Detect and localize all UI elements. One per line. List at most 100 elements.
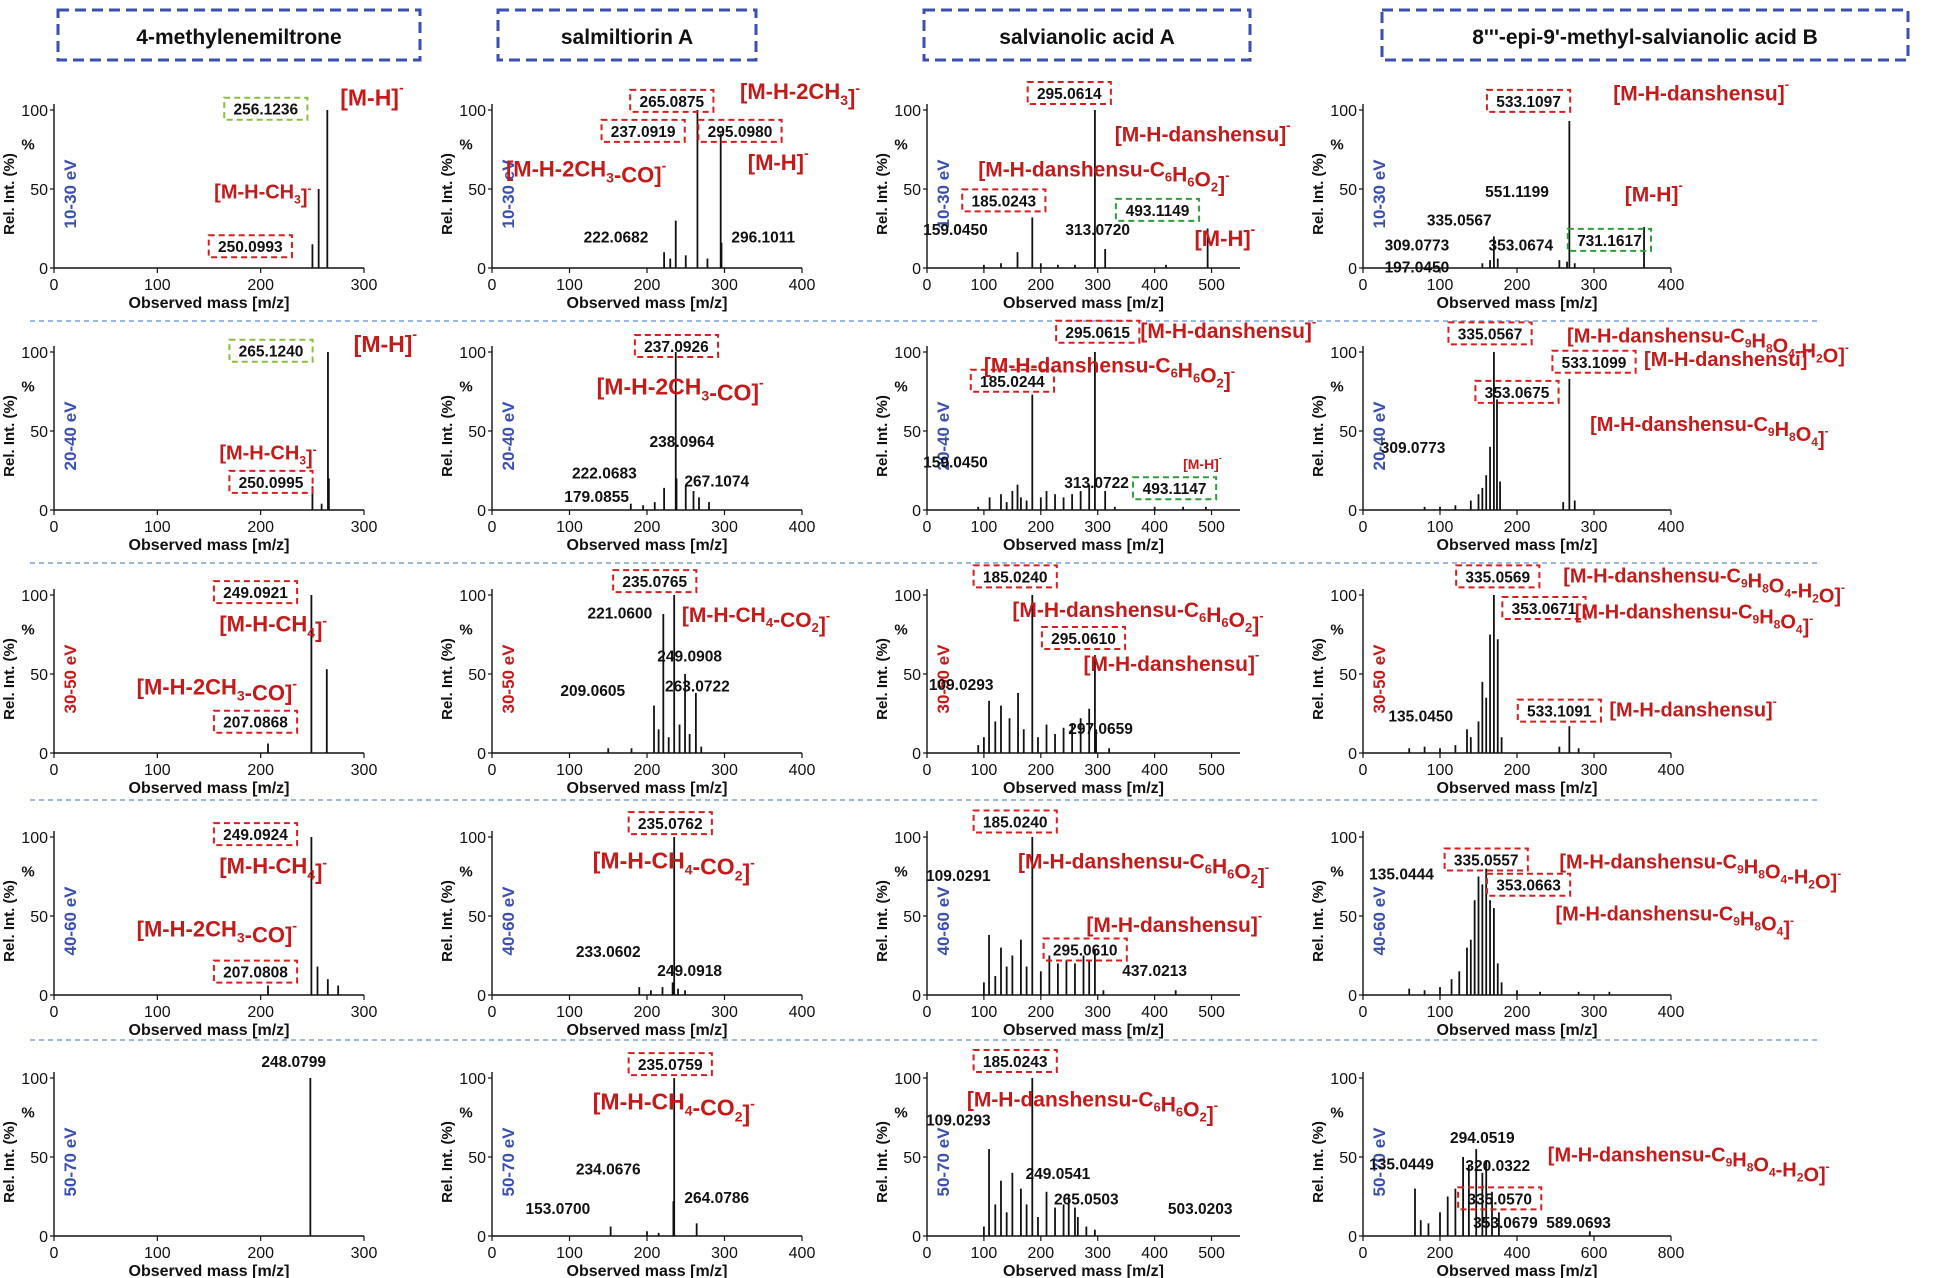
peak-mass-label: 233.0602 [576, 944, 641, 961]
x-tick-label: 300 [711, 1245, 738, 1262]
fragment-ion-part: - [1845, 341, 1849, 355]
fragment-ion-part: [M-H-2CH [137, 675, 237, 700]
fragment-ion-part: - [308, 181, 312, 195]
y-tick-label: 50 [903, 1150, 921, 1167]
spectrum-panel: 0 50 100 0 100 200 300 400 Observed mass [m/z] Re… [439, 334, 815, 554]
fragment-ion-part: - [1826, 1160, 1830, 1174]
fragment-ion-part: 4 [685, 1103, 693, 1119]
y-axis-percent: % [894, 622, 907, 639]
fragment-ion-part: 2 [1812, 591, 1819, 605]
peak-mass-box [207, 234, 293, 259]
fragment-ion-part: 3 [701, 388, 709, 404]
x-tick-label: 400 [1141, 1245, 1168, 1262]
y-tick-label: 50 [468, 182, 486, 199]
x-tick-label: 0 [923, 277, 932, 294]
fragment-ion-part: ] [819, 614, 826, 637]
peak-mass-label: 222.0682 [584, 230, 649, 247]
peak-mass-box [1040, 625, 1127, 650]
fragment-ion-part: 9 [1753, 613, 1760, 627]
x-tick-label: 200 [247, 519, 274, 536]
spectrum-panel: 0 50 100 0 100 200 300 400 500 Observed mass [m/z… [874, 1048, 1240, 1278]
fragment-ion-part: - [412, 326, 417, 342]
x-tick-label: 300 [351, 762, 378, 779]
fragment-ion-part: [M-H-CH [219, 442, 299, 464]
spectrum-panel: 0 50 100 0 100 200 300 Observed mass [m/z] Rel. … [1, 822, 377, 1039]
peak-mass-label: 197.0450 [1385, 260, 1450, 277]
fragment-ion-part: - [1251, 221, 1256, 237]
fragment-ion-part: H [1752, 331, 1766, 353]
fragment-ion-part: 6 [1199, 610, 1206, 625]
fragment-ion-part: [M-H-danshensu-C [1012, 599, 1199, 622]
fragment-ion-part: - [826, 608, 830, 623]
y-axis-title: Rel. Int. (%) [874, 153, 891, 235]
x-axis-title: Observed mass [m/z] [129, 537, 290, 554]
fragment-ion-part: [M-H-danshensu-C [1567, 326, 1745, 348]
y-tick-label: 50 [30, 1150, 48, 1167]
peak-mass-box [223, 96, 309, 121]
y-tick-label: 50 [30, 424, 48, 441]
fragment-ion-part: 9 [1768, 425, 1775, 439]
fragment-ion-part: ] [315, 617, 322, 642]
y-tick-label: 100 [1330, 103, 1357, 120]
fragment-ion-part: -CO] [709, 380, 759, 406]
x-tick-label: 100 [556, 519, 583, 536]
fragment-ion-part: 8 [1758, 868, 1765, 882]
x-tick-label: 200 [634, 519, 661, 536]
y-tick-label: 0 [912, 988, 921, 1005]
fragment-ion-part: O [1765, 862, 1781, 884]
fragment-ion-part: [M-H-CH [219, 853, 307, 878]
peak-mass-label: 493.1149 [1126, 203, 1190, 220]
fragment-ion-part: H [1740, 909, 1754, 931]
x-tick-label: 100 [144, 277, 171, 294]
fragment-ion-part: H [1178, 360, 1193, 383]
y-tick-label: 100 [21, 588, 48, 605]
fragment-ion-part: [M-H] [748, 150, 804, 175]
fragment-ion-part: [M-H-danshensu-C [967, 1088, 1154, 1111]
peak-mass-label: 589.0693 [1546, 1215, 1611, 1232]
fragment-ion-label: [M-H-danshensu-C6H6O2]- [1012, 599, 1263, 637]
peak-mass-label: 185.0240 [983, 815, 1048, 832]
x-tick-label: 200 [247, 762, 274, 779]
fragment-ion-label: [M-H-danshensu]- [1086, 908, 1262, 937]
y-axis-percent: % [459, 622, 472, 639]
fragment-ion-label: [M-H]- [354, 326, 418, 357]
y-axis-percent: % [21, 864, 34, 881]
y-tick-label: 100 [459, 345, 486, 362]
fragment-ion-part: H [1759, 607, 1773, 629]
x-tick-label: 800 [1658, 1245, 1685, 1262]
fragment-ion-part: 2 [812, 620, 819, 635]
fragment-ion-part: O] [1823, 346, 1845, 368]
fragment-ion-part: O [1183, 1098, 1199, 1121]
fragment-ion-part: - [1312, 314, 1316, 329]
peak-mass-label: 503.0203 [1168, 1201, 1233, 1218]
x-tick-label: 200 [247, 277, 274, 294]
spectrum-panel: 0 50 100 0 100 200 300 400 Observed mass [m/z] Re… [439, 811, 815, 1039]
collision-energy-label: 50-70 eV [61, 1127, 80, 1197]
fragment-ion-part: 2 [1245, 620, 1252, 635]
y-tick-label: 50 [903, 182, 921, 199]
fragment-ion-part: - [313, 442, 317, 456]
fragment-ion-label: [M-H-danshensu]- [1115, 118, 1291, 147]
fragment-ion-part: H [1161, 1093, 1176, 1116]
peak-mass-label: 437.0213 [1122, 963, 1187, 980]
collision-energy-label: 50-70 eV [934, 1127, 953, 1197]
fragment-ion-part: - [750, 855, 755, 871]
fragment-ion-part: [M-H-CH [593, 1089, 685, 1115]
x-tick-label: 500 [1198, 762, 1225, 779]
peak-mass-label: 250.0995 [239, 475, 304, 492]
x-tick-label: 300 [711, 762, 738, 779]
x-tick-label: 0 [488, 277, 497, 294]
fragment-ion-part: - [1807, 344, 1811, 358]
fragment-ion-part: H [1212, 856, 1227, 879]
x-tick-label: 100 [971, 762, 998, 779]
fragment-ion-label: [M-H-danshensu]- [1140, 314, 1316, 343]
fragment-ion-part: - [399, 79, 404, 95]
fragment-ion-part: [M-H-danshensu-C [1590, 414, 1768, 436]
collision-energy-label: 50-70 eV [1370, 1127, 1389, 1197]
peak-mass-label: 353.0663 [1496, 878, 1561, 895]
fragment-ion-label: [M-H]- [1625, 178, 1683, 207]
peak-mass-box [1485, 872, 1572, 897]
fragment-ion-part: O] [1815, 872, 1837, 894]
y-tick-label: 0 [1348, 1229, 1357, 1246]
fragment-ion-label: [M-H-danshensu]- [1084, 647, 1260, 676]
